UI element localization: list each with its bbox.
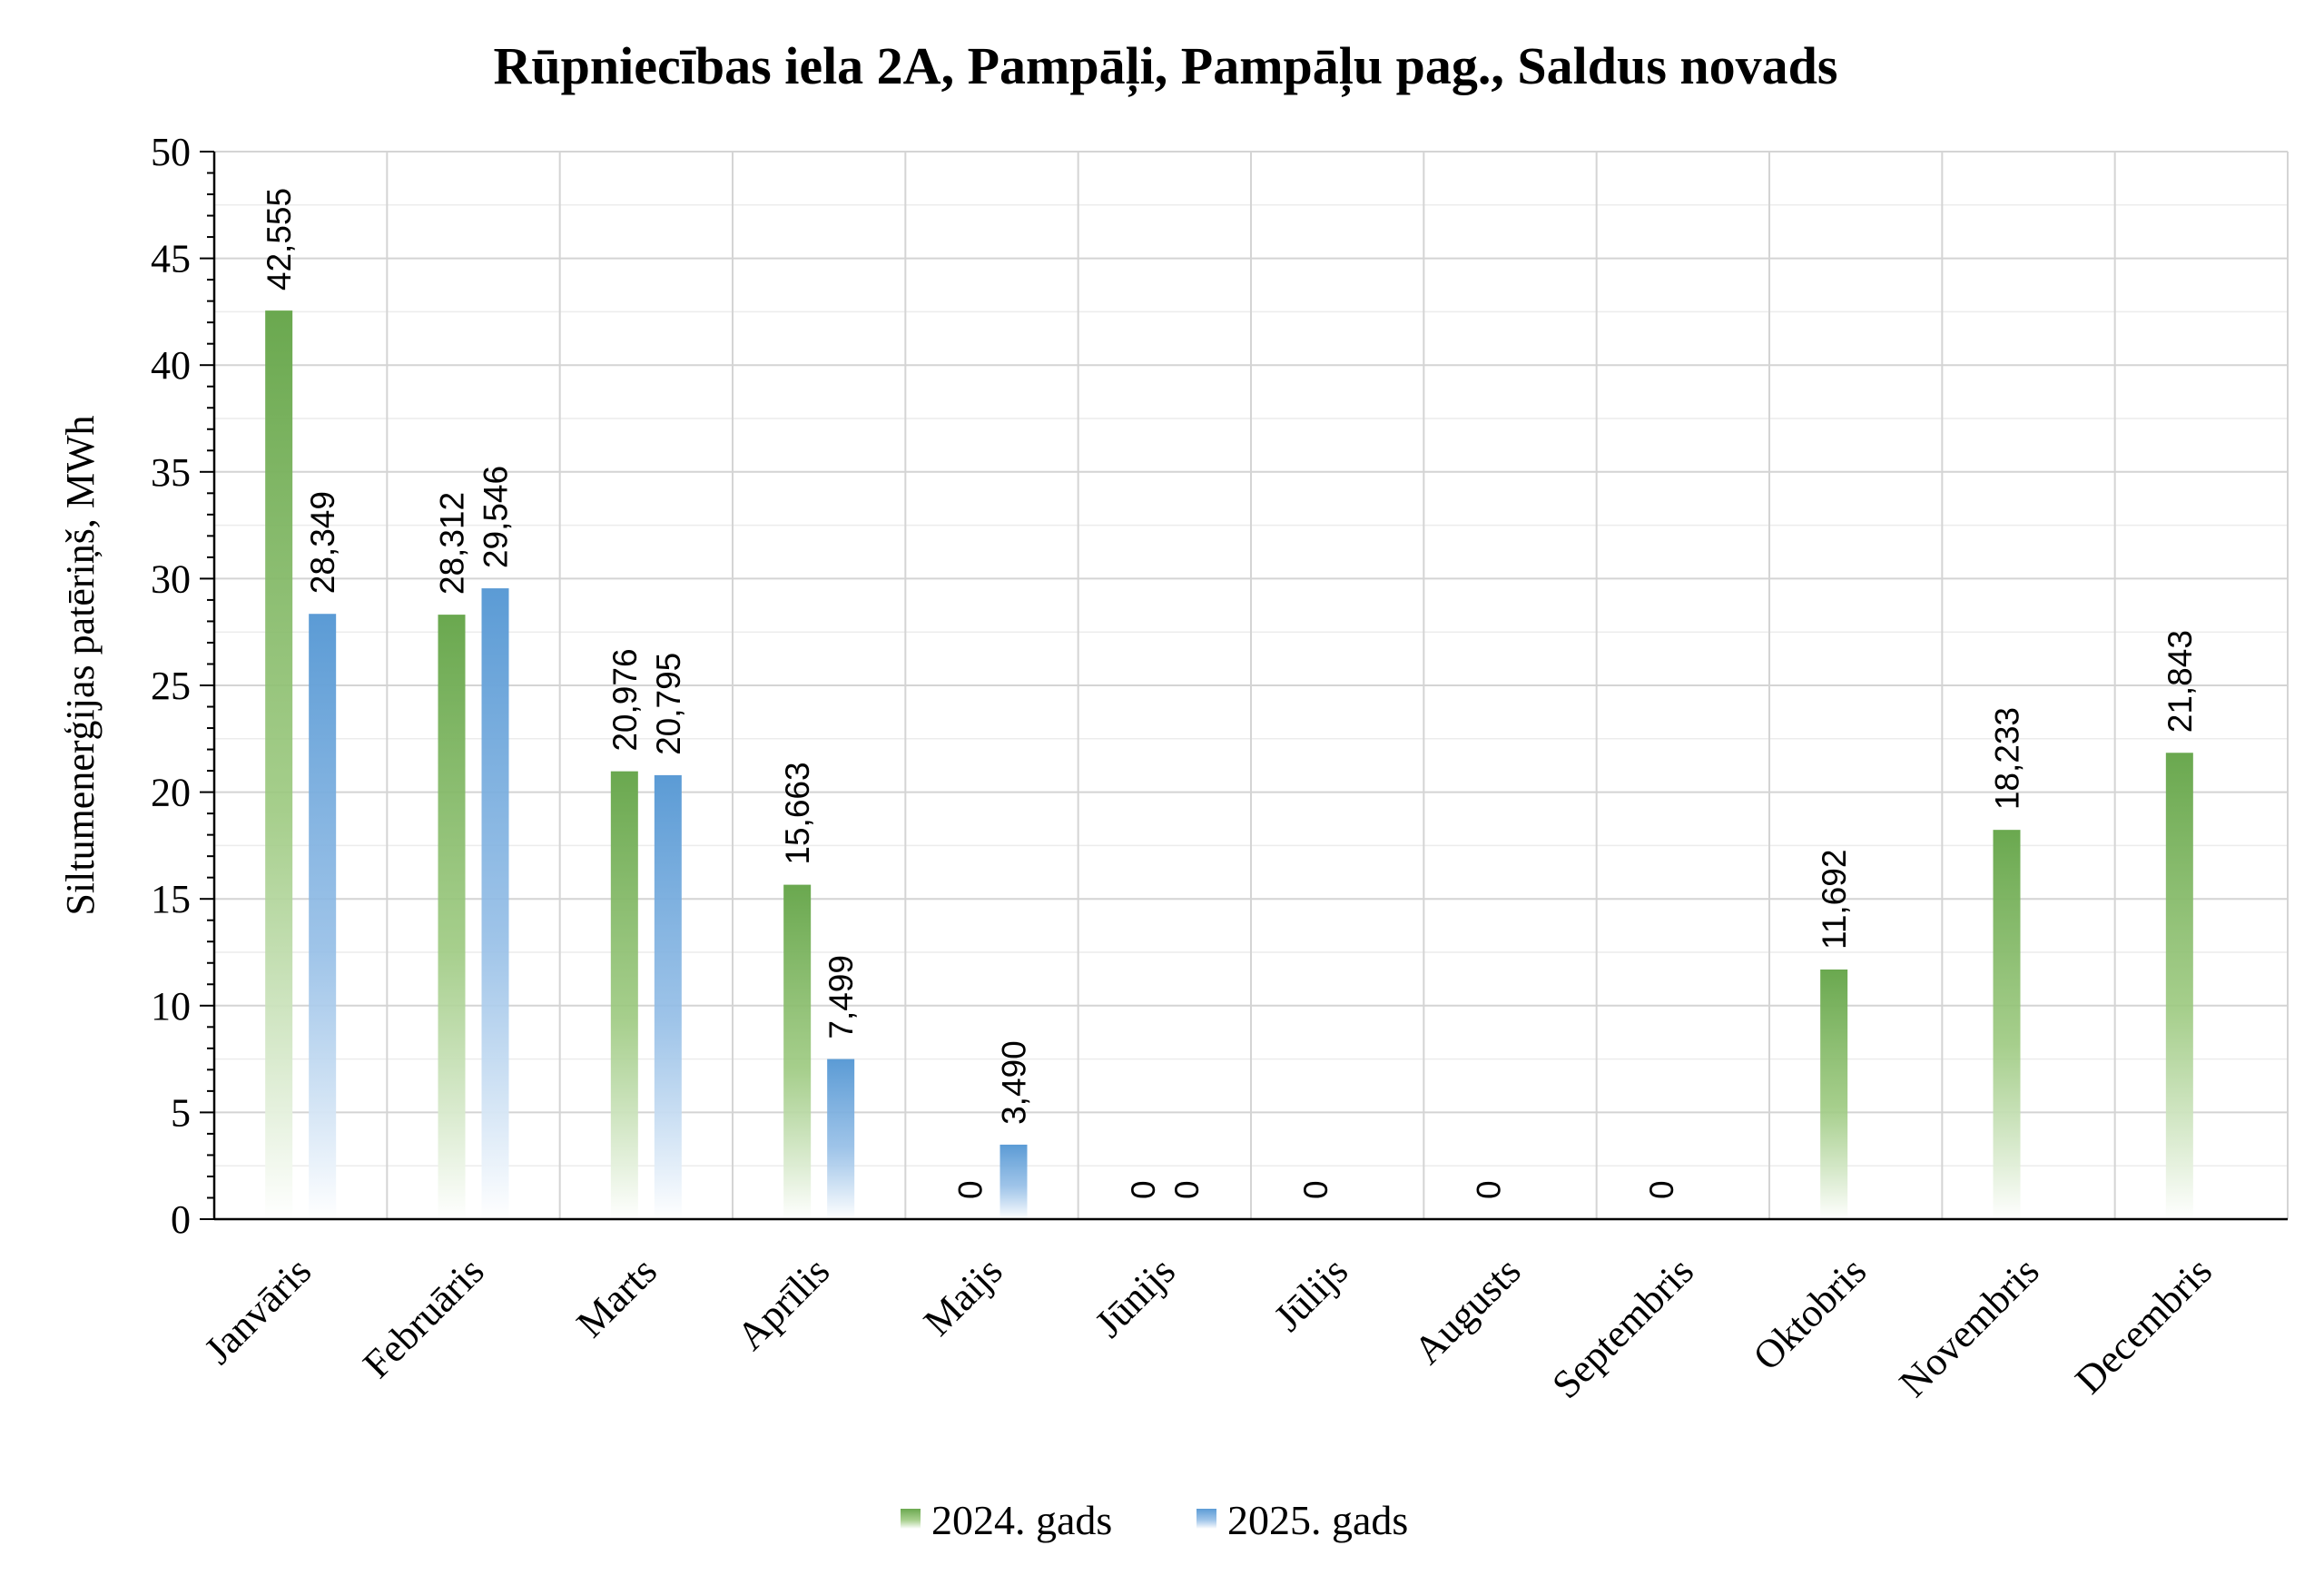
data-label: 20,795 <box>650 653 687 755</box>
y-tick-label: 35 <box>151 450 191 495</box>
bar-2025 <box>309 614 337 1219</box>
bar-2025 <box>654 774 682 1219</box>
data-label: 0 <box>1297 1180 1334 1199</box>
x-tick-labels: Janvāris Februāris Marts Aprīlis Maijs Jūnijs… <box>196 1248 2221 1407</box>
x-tick-label: Jūlijs <box>1265 1248 1356 1339</box>
chart-title: Rūpniecības iela 2A, Pampāļi, Pampāļu pa… <box>494 36 1838 97</box>
legend-swatch-2025 <box>1196 1509 1216 1529</box>
bar-2024 <box>438 615 466 1219</box>
x-tick-label: Jūnijs <box>1087 1248 1184 1345</box>
x-tick-label: Oktobris <box>1745 1248 1876 1379</box>
data-label: 28,349 <box>304 491 341 594</box>
x-tick-label: Novembris <box>1891 1248 2048 1405</box>
data-label: 42,555 <box>261 188 298 290</box>
data-label: 0 <box>952 1180 990 1199</box>
x-tick-label: Septembris <box>1543 1248 1702 1407</box>
grid <box>214 151 2289 1219</box>
y-tick-label: 45 <box>151 237 191 281</box>
y-tick-label: 50 <box>151 130 191 174</box>
data-label: 0 <box>1471 1180 1508 1199</box>
y-tick-label: 5 <box>171 1090 191 1135</box>
x-tick-label: Aprīlis <box>728 1248 838 1358</box>
bar-2025 <box>1000 1144 1028 1219</box>
data-label: 29,546 <box>478 466 515 568</box>
bar-2025 <box>481 588 509 1219</box>
x-tick-label: Augusts <box>1405 1248 1530 1373</box>
y-tick-label: 10 <box>151 984 191 1029</box>
legend-swatch-2024 <box>901 1509 921 1529</box>
data-label: 3,490 <box>996 1040 1033 1125</box>
bar-2024 <box>1820 970 1848 1219</box>
y-tick-label: 0 <box>171 1197 191 1242</box>
y-axis-label: Siltumenerģijas patēriņš, MWh <box>58 415 103 915</box>
bar-2024 <box>2165 753 2193 1219</box>
y-tick-label: 20 <box>151 771 191 815</box>
x-tick-label: Maijs <box>915 1248 1011 1344</box>
legend-label-2024: 2024. gads <box>931 1497 1112 1543</box>
x-tick-label: Janvāris <box>196 1248 320 1373</box>
data-label: 0 <box>1125 1180 1162 1199</box>
x-tick-label: Februāris <box>354 1248 492 1386</box>
data-label: 0 <box>1168 1180 1206 1199</box>
data-label: 7,499 <box>822 955 860 1039</box>
y-tick-label: 40 <box>151 343 191 388</box>
bar-2024 <box>1993 830 2021 1219</box>
legend: 2024. gads 2025. gads <box>901 1497 1408 1543</box>
x-tick-label: Marts <box>568 1248 665 1345</box>
data-label: 18,233 <box>1989 707 2026 810</box>
axes <box>200 151 2288 1221</box>
data-label: 15,663 <box>779 762 816 864</box>
data-label: 0 <box>1643 1180 1680 1199</box>
data-label: 28,312 <box>434 492 471 595</box>
y-tick-label: 30 <box>151 556 191 601</box>
y-tick-label: 15 <box>151 877 191 921</box>
legend-label-2025: 2025. gads <box>1227 1497 1408 1543</box>
y-tick-labels: 0 5 10 15 20 25 30 35 40 45 50 <box>151 130 191 1242</box>
x-tick-label: Decembris <box>2066 1248 2220 1402</box>
data-label: 21,843 <box>2162 630 2199 733</box>
y-tick-label: 25 <box>151 664 191 708</box>
bar-2024 <box>610 771 638 1219</box>
bar-2024 <box>783 884 812 1219</box>
bar-2024 <box>265 310 293 1219</box>
data-label: 11,692 <box>1816 850 1853 950</box>
data-label: 20,976 <box>606 648 644 751</box>
bar-2025 <box>827 1058 855 1219</box>
bars <box>265 310 2193 1219</box>
